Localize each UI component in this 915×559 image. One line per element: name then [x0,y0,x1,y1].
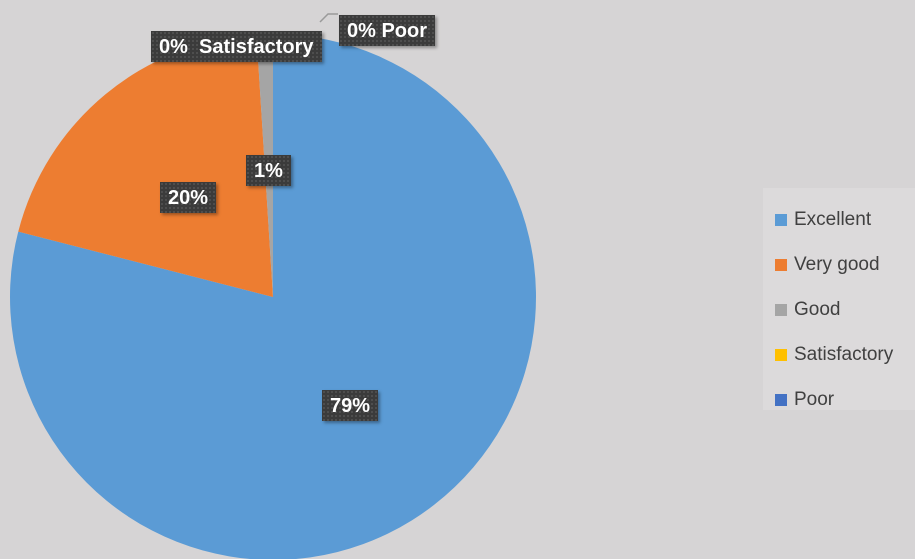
legend-swatch [775,259,787,272]
legend: Excellent Very good Good Satisfactory Poor [763,188,915,410]
leader-line [319,13,338,23]
legend-item-excellent: Excellent [775,198,915,243]
legend-label: Excellent [794,209,872,231]
legend-swatch [775,393,787,406]
legend-item-good: Good [775,288,915,333]
legend-label: Satisfactory [794,343,894,365]
data-label-satisfactory: 0% Satisfactory [151,31,322,62]
legend-label: Very good [794,254,880,276]
legend-item-satisfactory: Satisfactory [775,332,915,377]
data-label-very-good: 20% [160,182,217,213]
data-label-good: 1% [246,155,291,186]
legend-item-poor: Poor [775,377,915,422]
legend-item-very-good: Very good [775,243,915,288]
legend-swatch [775,348,787,361]
legend-swatch [775,303,787,316]
data-label-poor: 0% Poor [339,15,436,46]
pie-slice-excellent [10,34,536,559]
legend-label: Poor [794,388,835,410]
legend-swatch [775,214,787,227]
pie-slice-very-good [18,34,273,297]
legend-label: Good [794,298,841,320]
data-label-excellent: 79% [322,390,379,421]
